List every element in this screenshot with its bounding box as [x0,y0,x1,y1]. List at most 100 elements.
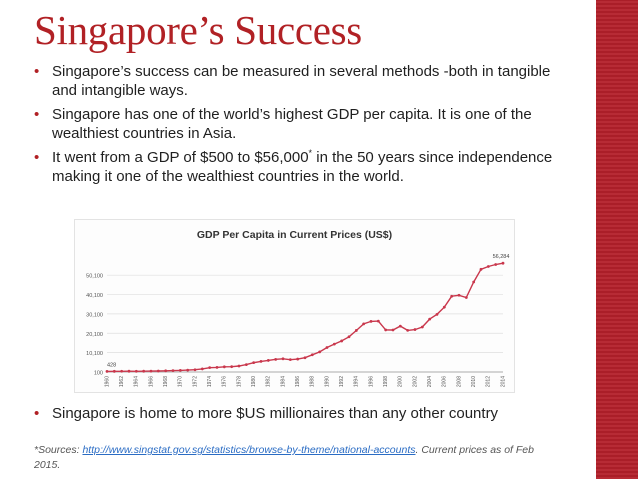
x-tick-label: 1998 [383,376,389,387]
gdp-chart: GDP Per Capita in Current Prices (US$) 10… [74,219,515,393]
data-point [127,369,131,373]
x-tick-label: 1970 [178,376,184,387]
x-tick-label: 1976 [222,376,228,387]
series-line [106,262,504,373]
bullet-text-before: It went from a GDP of $500 to $56,000 [52,149,309,166]
data-point [281,357,285,361]
x-tick-label: 1996 [368,376,374,387]
x-tick-label: 1986 [295,376,301,387]
data-point [406,329,410,332]
y-tick-label: 40,100 [86,293,103,299]
sources-prefix: *Sources: [34,444,83,456]
data-point [230,365,234,369]
data-point [149,369,153,373]
x-tick-label: 1994 [354,376,360,387]
x-tick-label: 1984 [280,376,286,387]
x-tick-label: 2014 [500,376,506,387]
sources-suffix: . Current prices as of Feb 2015. [34,444,534,471]
data-label: 56,284 [493,254,510,260]
x-tick-label: 1966 [148,376,154,387]
data-point [120,369,124,373]
bullet-text: Singapore has one of the world’s highest… [52,106,532,142]
bullet-text-after: in the 50 years since independence makin… [52,149,553,185]
x-tick-label: 1964 [134,376,140,387]
chart-title: GDP Per Capita in Current Prices (US$) [197,229,392,241]
data-point [200,367,204,371]
data-point [325,346,329,349]
bullet-dot: • [34,149,40,166]
x-tick-label: 1992 [339,376,345,387]
data-point [303,356,307,360]
bullet-dot: • [34,106,40,123]
x-tick-label: 1980 [251,376,257,387]
data-point [472,280,476,284]
data-point [391,328,395,332]
x-tick-label: 1960 [104,376,110,387]
bottom-bullet: • Singapore is home to more $US millionai… [34,404,612,423]
data-point [347,335,351,339]
data-point [288,358,292,362]
x-tick-label: 1962 [119,376,125,387]
data-point [369,319,373,323]
data-point [193,368,197,372]
bullet-item: • Singapore’s success can be measured in … [34,62,554,100]
data-point [340,339,344,343]
accent-texture [596,0,638,479]
data-point [435,312,439,316]
data-point [376,319,380,323]
x-tick-label: 2010 [471,376,477,387]
data-point [413,328,417,331]
data-point [384,328,388,332]
data-point [332,342,336,346]
data-point [215,365,219,369]
sources-note: *Sources: http://www.singstat.gov.sg/sta… [34,443,554,473]
x-tick-label: 2002 [412,376,418,387]
x-tick-label: 1990 [324,376,330,387]
x-tick-label: 1988 [310,376,316,387]
data-point [208,366,212,370]
footnote-marker: * [308,148,313,158]
data-point [464,296,468,299]
data-point [134,369,138,373]
accent-bar [596,0,638,479]
bullet-list: • Singapore’s success can be measured in … [34,62,554,191]
x-tick-label: 1982 [266,376,272,387]
bottom-bullet-text: Singapore is home to more $US millionair… [52,405,499,422]
bullet-dot: • [34,405,40,422]
data-point [178,369,182,372]
data-point [354,329,358,332]
x-tick-label: 2012 [486,376,492,387]
sources-link[interactable]: http://www.singstat.gov.sg/statistics/br… [82,444,416,456]
y-tick-label: 100 [94,371,103,377]
data-point [222,365,226,369]
bullet-item: • It went from a GDP of $500 to $56,000* … [34,148,554,186]
bullet-dot: • [34,63,40,80]
data-point [164,369,168,373]
x-tick-label: 1978 [236,376,242,387]
x-tick-label: 2000 [398,376,404,387]
x-tick-label: 1972 [192,376,198,387]
x-tick-label: 1974 [207,376,213,387]
data-point [318,350,322,354]
data-point [237,364,241,368]
data-point [442,305,446,309]
data-point [479,267,483,271]
data-point [310,353,314,357]
x-tick-label: 2004 [427,376,433,387]
gdp-chart-svg: GDP Per Capita in Current Prices (US$) 10… [86,229,510,387]
data-point [362,322,366,326]
slide-title: Singapore’s Success [34,7,362,53]
y-tick-label: 20,100 [86,332,103,338]
data-point [296,357,300,361]
y-tick-label: 50,100 [86,274,103,280]
data-point [398,324,402,328]
data-point [186,368,190,372]
data-point [501,261,505,265]
data-point [105,369,109,373]
data-label: 428 [107,362,116,368]
bullet-text: Singapore’s success can be measured in s… [52,63,551,99]
data-point [450,294,454,298]
data-point [420,325,424,329]
y-tick-label: 30,100 [86,312,103,318]
data-point [156,369,160,373]
